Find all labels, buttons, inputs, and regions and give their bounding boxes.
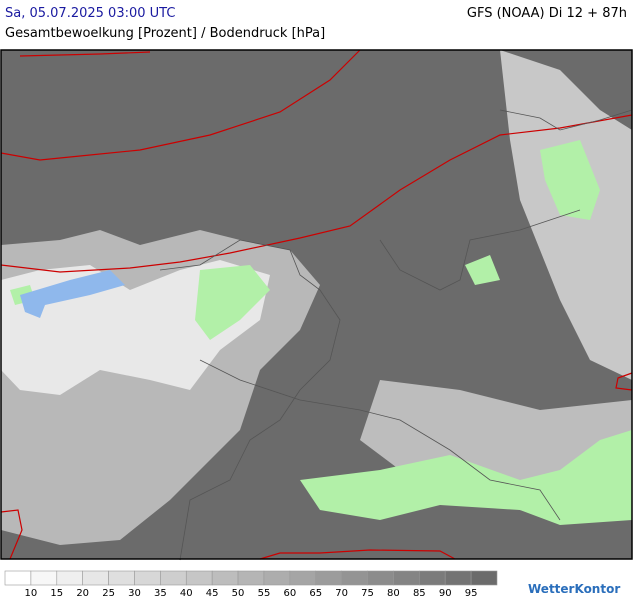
no-cloud xyxy=(465,255,500,285)
map-frame xyxy=(0,49,633,560)
legend-label: 40 xyxy=(180,588,193,599)
no-cloud xyxy=(300,430,632,525)
legend-swatch xyxy=(393,570,420,586)
legend-label: 15 xyxy=(50,588,63,599)
legend-swatch xyxy=(160,570,187,586)
legend-label: 20 xyxy=(76,588,89,599)
legend-label: 80 xyxy=(387,588,400,599)
legend-label: 95 xyxy=(465,588,478,599)
isobar xyxy=(0,49,361,161)
legend-swatch xyxy=(82,570,109,586)
legend-label: 30 xyxy=(128,588,141,599)
legend-label: 65 xyxy=(309,588,322,599)
isobar xyxy=(19,51,151,57)
legend: 10 15 20 25 30 35 40 45 50 55 60 65 70 75 80 85 90 95 xyxy=(4,570,498,599)
legend-swatch xyxy=(444,570,472,586)
legend-swatch xyxy=(470,570,498,586)
legend-label: 45 xyxy=(206,588,219,599)
logo: WetterKontor xyxy=(528,582,620,596)
legend-swatch xyxy=(56,570,83,586)
legend-swatch xyxy=(419,570,446,586)
isobar xyxy=(259,549,456,560)
isobars xyxy=(0,49,633,560)
legend-swatch xyxy=(237,570,265,586)
legend-swatch xyxy=(341,570,368,586)
legend-label: 25 xyxy=(102,588,115,599)
legend-swatch xyxy=(367,570,394,586)
legend-swatch xyxy=(263,570,291,586)
legend-label: 55 xyxy=(258,588,271,599)
model-run: GFS (NOAA) Di 12 + 87h xyxy=(466,6,627,21)
legend-label: 10 xyxy=(25,588,38,599)
datetime: Sa, 05.07.2025 03:00 UTC xyxy=(5,6,176,21)
no-cloud xyxy=(195,265,270,340)
legend-label: 90 xyxy=(439,588,452,599)
borders xyxy=(159,109,633,561)
legend-label: 35 xyxy=(154,588,167,599)
subtitle: Gesamtbewoelkung [Prozent] / Bodendruck … xyxy=(5,26,326,41)
legend-swatch xyxy=(211,570,239,586)
legend-swatch xyxy=(289,570,317,586)
legend-swatch xyxy=(134,570,161,586)
border xyxy=(379,209,581,291)
legend-swatch xyxy=(185,570,213,586)
legend-label: 75 xyxy=(361,588,374,599)
legend-swatch xyxy=(4,570,32,586)
legend-label: 85 xyxy=(413,588,426,599)
legend-swatch xyxy=(315,570,342,586)
isobar xyxy=(0,509,23,560)
no-cloud xyxy=(540,140,600,220)
border xyxy=(159,239,341,561)
isobar xyxy=(615,372,633,391)
lake xyxy=(20,270,125,318)
border xyxy=(499,109,633,131)
legend-swatch xyxy=(30,570,58,586)
cloud-field xyxy=(1,50,632,559)
legend-label: 50 xyxy=(232,588,245,599)
legend-label: 60 xyxy=(283,588,296,599)
isobar xyxy=(0,114,633,273)
border xyxy=(199,359,561,521)
legend-swatch xyxy=(108,570,135,586)
legend-label: 70 xyxy=(335,588,348,599)
